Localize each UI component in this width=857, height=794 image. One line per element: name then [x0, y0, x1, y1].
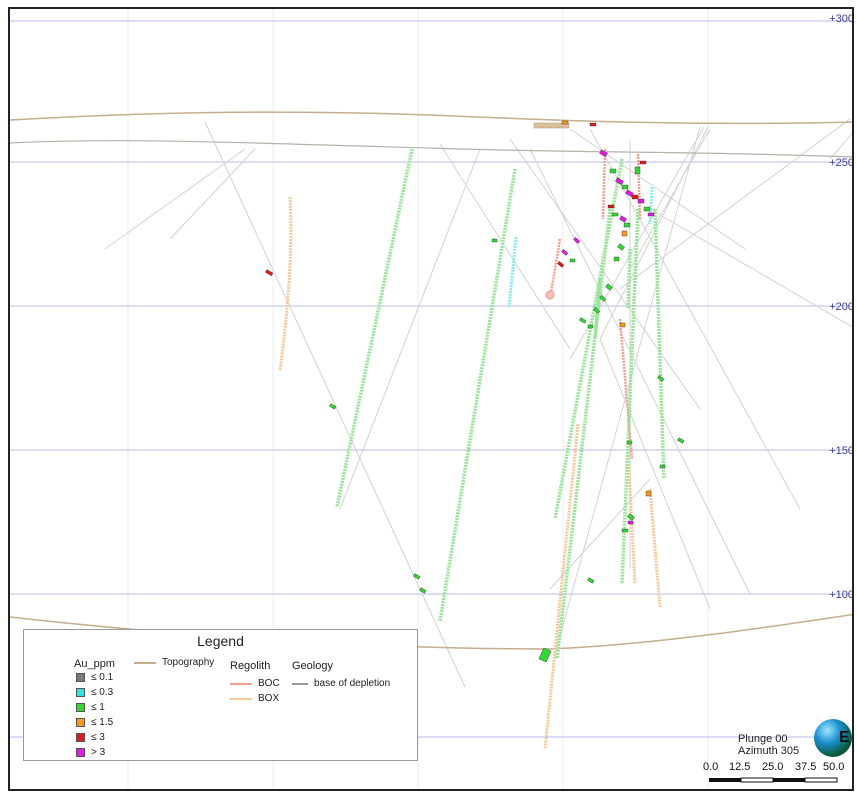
- topography-line: [10, 111, 852, 125]
- elevation-label-150: +150: [829, 445, 854, 457]
- geology-legend-row: base of depletion: [292, 678, 390, 689]
- regolith-heading: Regolith: [230, 660, 271, 672]
- au-heading: Au_ppm: [74, 658, 115, 670]
- legend-title: Legend: [197, 633, 244, 649]
- boc-swatch: [230, 682, 252, 685]
- au-class-row: ≤ 0.3: [76, 687, 113, 698]
- au-swatch: [76, 673, 85, 682]
- regolith-legend-row: BOX: [230, 693, 279, 704]
- au-swatch: [76, 703, 85, 712]
- base-of-depletion-swatch: [292, 682, 308, 685]
- collar-box: [533, 122, 570, 129]
- boc-label: BOC: [258, 678, 280, 689]
- drillhole-traces: [104, 118, 852, 688]
- topography-swatch: [134, 661, 156, 664]
- base-of-depletion-label: base of depletion: [314, 678, 391, 689]
- base-of-depletion-line: [10, 140, 852, 158]
- elevation-label-300: +300: [829, 13, 854, 25]
- au-class-label: ≤ 3: [91, 732, 105, 743]
- legend-panel: Legend Au_ppm ≤ 0.1 ≤ 0.3 ≤ 1 ≤ 1.5 ≤ 3 …: [23, 629, 418, 761]
- compass-letter: E: [839, 729, 850, 746]
- geology-heading: Geology: [292, 660, 333, 672]
- elevation-label-200: +200: [829, 301, 854, 313]
- topography-label: Topography: [162, 657, 215, 668]
- orientation-info: Plunge 00 Azimuth 305: [738, 733, 799, 757]
- au-class-label: > 3: [91, 747, 106, 758]
- assay-intervals: [265, 120, 685, 663]
- au-class-row: ≤ 1: [76, 702, 105, 713]
- scale-label: 37.5: [795, 761, 817, 773]
- cyan-traces: [507, 186, 654, 308]
- scale-bar: 0.0 12.5 25.0 37.5 50.0: [703, 761, 852, 789]
- cross-section-plot: [10, 9, 852, 789]
- au-swatch: [76, 718, 85, 727]
- scale-label: 25.0: [762, 761, 784, 773]
- box-label: BOX: [258, 693, 280, 704]
- scale-bar-graphic: [709, 777, 838, 783]
- plunge-label: Plunge 00: [738, 733, 788, 745]
- au-class-label: ≤ 1: [91, 702, 105, 713]
- elevation-label-100: +100: [829, 589, 854, 601]
- green-traces: [335, 148, 666, 660]
- au-class-label: ≤ 1.5: [91, 717, 114, 728]
- scale-label: 0.0: [703, 761, 719, 773]
- azimuth-label: Azimuth 305: [738, 745, 800, 757]
- boc-marker: [545, 290, 555, 300]
- compass-globe-icon: [814, 719, 852, 757]
- au-swatch: [76, 748, 85, 757]
- regolith-legend-row: BOC: [230, 678, 280, 689]
- topography-legend-row: Topography: [134, 657, 214, 668]
- box-swatch: [230, 697, 252, 700]
- au-class-row: ≤ 1.5: [76, 717, 113, 728]
- au-class-row: ≤ 3: [76, 732, 105, 743]
- au-class-label: ≤ 0.3: [91, 687, 114, 698]
- scale-label: 50.0: [823, 761, 845, 773]
- au-swatch: [76, 733, 85, 742]
- au-class-label: ≤ 0.1: [91, 672, 114, 683]
- elevation-label-250: +250: [829, 157, 854, 169]
- scale-label: 12.5: [729, 761, 751, 773]
- au-class-row: > 3: [76, 747, 105, 758]
- au-class-row: ≤ 0.1: [76, 672, 113, 683]
- section-view: +300 +250 +200 +150 +100 +50 Legend Au_p…: [8, 7, 854, 791]
- au-swatch: [76, 688, 85, 697]
